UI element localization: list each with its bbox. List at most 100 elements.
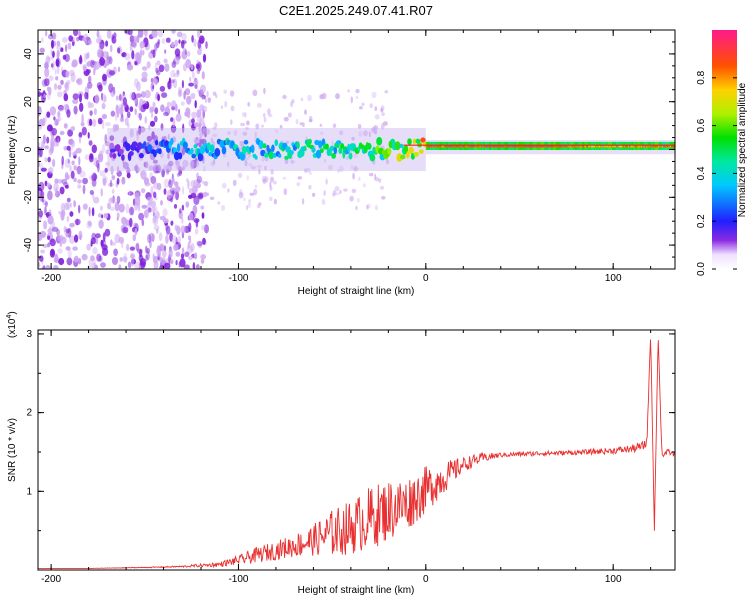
noise-blob [149,239,152,249]
noise-blob [66,145,71,151]
noise-blob [209,196,215,200]
noise-blob [91,178,97,187]
ridge-mark [209,144,215,153]
noise-blob [61,37,68,43]
noise-blob [40,190,45,198]
noise-blob [80,121,85,127]
ridge-core [589,145,592,148]
noise-blob [248,163,252,167]
noise-blob [141,219,145,227]
noise-blob [176,225,181,235]
noise-blob [135,93,142,98]
noise-blob [46,182,51,188]
ridge-mark [170,137,174,145]
noise-blob [156,69,161,76]
ridge-core [621,145,623,148]
noise-blob [105,149,110,155]
noise-blob [171,177,174,185]
ridge-mark [131,141,138,148]
x-tick-label: 0 [423,574,429,585]
ridge-core [427,145,429,148]
noise-blob [244,159,248,167]
ridge-core [479,145,482,148]
noise-blob [158,64,165,73]
noise-blob [111,188,115,194]
ridge-core [463,145,466,148]
noise-blob [183,264,190,269]
noise-blob [153,206,158,213]
noise-blob [161,168,165,178]
ridge-mark [258,140,264,150]
noise-blob [131,50,135,60]
noise-blob [69,222,75,228]
ridge-core [578,145,580,148]
ridge-core [440,145,442,148]
noise-blob [65,44,68,53]
ridge-core [673,145,675,148]
noise-blob [175,186,181,193]
noise-blob [66,216,70,222]
y-tick-label: 40 [23,48,34,60]
noise-blob [156,228,159,234]
noise-blob [282,94,287,100]
noise-blob [150,82,155,92]
noise-blob [103,95,107,103]
noise-blob [111,36,117,44]
noise-blob [48,75,54,82]
noise-blob [38,255,44,262]
ridge-mark [109,151,113,158]
ridge-core [583,145,585,148]
ridge-mark [308,138,312,145]
ridge-core [528,145,530,148]
noise-blob [241,112,246,117]
ridge-core [494,145,496,148]
ridge-mark [319,148,324,154]
snr-ticks: -200 -100 0 100 1 2 3 [26,329,675,585]
noise-blob [102,175,108,184]
noise-blob [137,30,144,38]
noise-blob [186,50,191,57]
noise-blob [155,164,162,174]
noise-blob [227,188,230,193]
noise-blob [146,61,151,69]
noise-blob [64,202,70,211]
noise-blob [196,182,201,189]
ridge-core [429,145,432,148]
ridge-core [601,145,604,148]
noise-blob [69,69,75,77]
ridge-core [610,145,613,148]
noise-blob [174,39,179,47]
noise-blob [65,70,70,78]
noise-blob [82,177,88,185]
ridge-core [448,145,450,148]
ridge-mark [136,142,143,150]
noise-blob [69,235,75,244]
noise-blob [71,160,75,166]
noise-blob [338,165,344,173]
snr-panel: -200 -100 0 100 1 2 3 Height of straight line … [6,311,676,596]
noise-blob [199,132,204,138]
ridge-mark [263,152,269,158]
noise-blob [61,178,68,185]
noise-blob [185,58,192,69]
noise-blob [111,175,116,180]
noise-blob [99,170,106,177]
ridge-core [503,145,505,148]
noise-blob [126,172,131,179]
noise-blob [297,176,302,180]
noise-blob [167,133,170,140]
ridge-mark [420,137,426,143]
snr-series-line [38,339,675,569]
noise-blob [139,50,143,58]
ridge-mark [202,146,206,153]
ridge-core [453,145,455,148]
noise-blob [110,110,116,117]
ridge-mark [314,139,320,146]
ridge-core [484,145,487,148]
noise-blob [355,95,359,100]
noise-blob [92,262,97,269]
noise-blob [144,30,148,37]
ridge-core [459,145,462,148]
noise-blob [85,69,92,74]
ridge-mark [254,155,258,160]
